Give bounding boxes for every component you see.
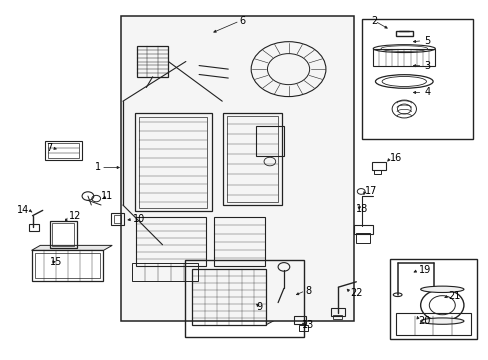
Text: 12: 12	[68, 211, 81, 221]
Bar	[132, 263, 197, 282]
Text: 22: 22	[350, 288, 362, 297]
Text: 1: 1	[95, 162, 101, 172]
Bar	[332, 315, 341, 319]
Bar	[52, 223, 74, 246]
Text: 13: 13	[301, 320, 313, 330]
Text: 15: 15	[50, 257, 62, 267]
Text: 19: 19	[418, 265, 430, 275]
Bar	[120, 16, 353, 321]
Bar	[45, 141, 81, 160]
Bar	[139, 117, 206, 208]
Bar	[137, 46, 168, 77]
Bar	[372, 49, 434, 67]
Text: 21: 21	[448, 291, 460, 301]
Bar	[31, 250, 103, 281]
Bar	[298, 325, 307, 332]
Text: 6: 6	[239, 16, 245, 26]
Bar	[192, 269, 266, 325]
Bar	[48, 143, 79, 158]
Text: 16: 16	[389, 153, 402, 163]
Text: 20: 20	[418, 316, 430, 326]
Bar	[213, 217, 264, 266]
Bar	[330, 307, 344, 316]
Bar	[35, 253, 100, 278]
Bar	[185, 260, 304, 337]
Bar	[293, 316, 305, 324]
Ellipse shape	[420, 318, 463, 324]
Text: 11: 11	[101, 191, 113, 201]
Bar	[223, 113, 281, 205]
Text: 10: 10	[132, 214, 144, 224]
Bar	[226, 116, 277, 202]
Ellipse shape	[420, 286, 463, 292]
Text: 3: 3	[424, 61, 429, 71]
Text: 9: 9	[256, 302, 262, 312]
Text: 4: 4	[424, 87, 429, 98]
Bar	[356, 233, 369, 243]
Text: 5: 5	[424, 36, 430, 46]
Bar	[135, 217, 205, 266]
Polygon shape	[192, 263, 278, 269]
Bar	[255, 126, 284, 156]
Bar	[114, 215, 121, 222]
Text: 14: 14	[17, 205, 30, 215]
Text: 8: 8	[305, 286, 311, 296]
Polygon shape	[266, 263, 278, 325]
Bar	[373, 170, 380, 174]
Bar	[111, 213, 124, 225]
Bar	[371, 162, 386, 170]
Text: 7: 7	[46, 143, 52, 153]
Bar	[353, 225, 372, 234]
Bar	[134, 113, 211, 211]
Bar	[395, 313, 469, 336]
Text: 2: 2	[371, 16, 377, 26]
Bar	[50, 221, 77, 248]
Bar	[389, 258, 476, 339]
Polygon shape	[31, 246, 112, 250]
Bar	[395, 31, 412, 36]
Bar	[29, 224, 39, 231]
Bar	[362, 19, 472, 139]
Text: 18: 18	[356, 204, 368, 214]
Text: 17: 17	[365, 186, 377, 197]
